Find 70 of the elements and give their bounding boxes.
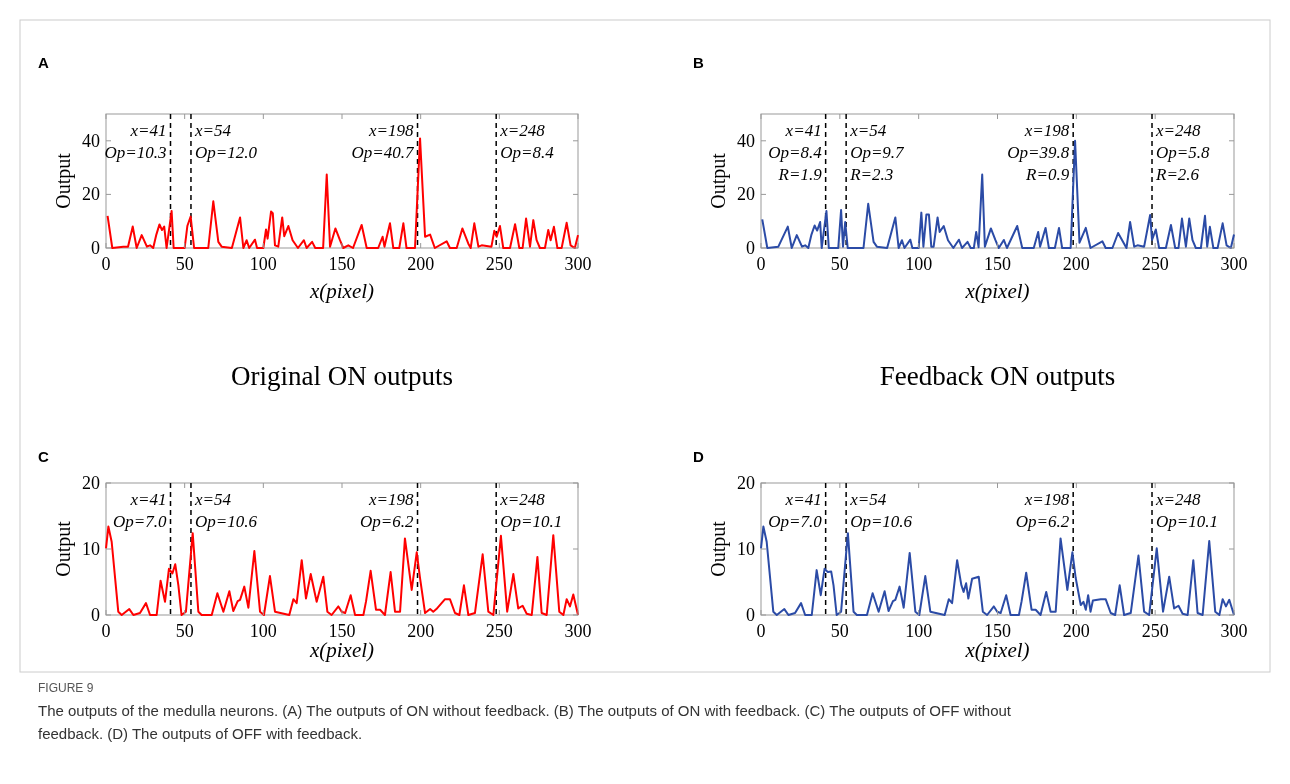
y-tick-label: 20 [82, 184, 100, 205]
text: The outputs of the medulla neurons. (A) The outputs of ON without feedback. (B) The outputs of ON with feedback. (C) The outputs of OFF without feedback. (D) The outputs of OFF with feedback. [38, 702, 1012, 742]
y-axis-title: Output [707, 152, 730, 209]
x-tick-label: 150 [328, 621, 356, 641]
chart-title: A [38, 54, 49, 71]
y-axis-title: Output [52, 520, 75, 577]
ref-line-label: x=198 Op=39.8 R=0.9 [1007, 121, 1070, 184]
ref-line-label: x=198 Op=6.2 [360, 490, 415, 531]
ref-line-label: x=248 Op=10.1 [1155, 490, 1219, 531]
y-tick-label: 0 [746, 238, 755, 258]
x-tick-label: 300 [564, 621, 592, 641]
x-tick-label: 50 [830, 254, 849, 274]
y-tick-label: 40 [82, 130, 100, 151]
text: Feedback ON outputs [879, 361, 1116, 391]
text: Original ON outputs [231, 361, 453, 391]
y-tick-label: 0 [746, 605, 755, 625]
y-axis-title: Output [52, 152, 75, 209]
ref-line-label: x=54 Op=12.0 [193, 121, 258, 162]
x-axis-title: x(pixel) [308, 279, 375, 303]
y-tick-label: 20 [737, 473, 755, 493]
x-tick-label: 300 [1220, 621, 1248, 641]
ref-line-label: x=54 Op=9.7 R=2.3 [849, 121, 906, 184]
x-tick-label: 50 [175, 621, 194, 641]
ref-line-label: x=198 Op=6.2 [1015, 490, 1070, 531]
x-tick-label: 300 [564, 254, 592, 274]
x-axis-title: x(pixel) [964, 279, 1030, 303]
x-tick-label: 200 [1062, 254, 1090, 274]
x-tick-label: 200 [1062, 621, 1090, 641]
y-tick-label: 0 [91, 605, 100, 625]
x-tick-label: 250 [485, 621, 513, 641]
x-axis-title: x(pixel) [308, 638, 375, 662]
y-tick-label: 20 [82, 473, 100, 493]
chart-title: C [38, 448, 49, 465]
y-tick-label: 40 [737, 130, 755, 151]
ref-line-label: x=54 Op=10.6 [193, 490, 258, 531]
ref-line-label: x=198 Op=40.7 [351, 121, 416, 162]
x-tick-label: 150 [984, 254, 1011, 274]
y-tick-label: 10 [737, 539, 755, 559]
ref-line-label: x=248 Op=10.1 [499, 490, 563, 531]
line-series [106, 137, 579, 249]
ref-line-label: x=248 Op=8.4 [499, 121, 555, 162]
x-tick-label: 100 [249, 621, 277, 641]
line-series [761, 139, 1235, 249]
y-axis-title: Output [707, 520, 730, 577]
x-tick-label: 150 [328, 254, 356, 274]
x-tick-label: 100 [905, 254, 933, 274]
x-tick-label: 150 [984, 621, 1011, 641]
y-tick-label: 0 [91, 238, 100, 258]
x-axis-title: x(pixel) [964, 638, 1030, 662]
ref-line-label: x=41 Op=8.4 R=1.9 [768, 121, 823, 184]
ref-line-label: x=41 Op=10.3 [104, 121, 167, 162]
x-tick-label: 50 [830, 621, 849, 641]
y-tick-label: 20 [737, 184, 755, 205]
ref-line-label: x=54 Op=10.6 [849, 490, 913, 531]
x-tick-label: 50 [175, 254, 194, 274]
chart-title: B [693, 54, 704, 71]
x-tick-label: 100 [905, 621, 933, 641]
chart-title: D [693, 448, 704, 465]
x-tick-label: 200 [407, 621, 435, 641]
caption: FIGURE 9 [38, 681, 94, 695]
y-tick-label: 10 [82, 539, 100, 559]
ref-line-label: x=41 Op=7.0 [113, 490, 168, 531]
x-tick-label: 250 [1141, 254, 1169, 274]
x-tick-label: 100 [249, 254, 277, 274]
ref-line-label: x=41 Op=7.0 [768, 490, 823, 531]
x-tick-label: 200 [407, 254, 435, 274]
x-tick-label: 250 [485, 254, 513, 274]
x-tick-label: 300 [1220, 254, 1248, 274]
x-tick-label: 250 [1141, 621, 1169, 641]
ref-line-label: x=248 Op=5.8 R=2.6 [1155, 121, 1211, 184]
